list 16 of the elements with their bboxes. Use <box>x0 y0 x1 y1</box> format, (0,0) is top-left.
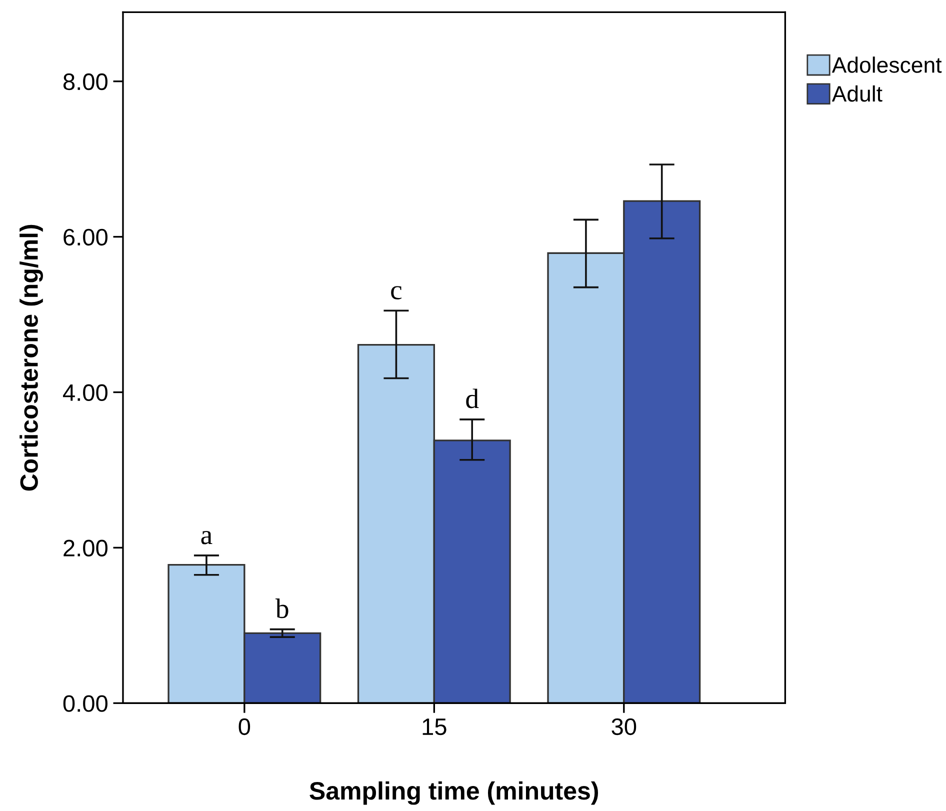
x-tick-label: 15 <box>422 718 446 736</box>
y-tick-label: 2.00 <box>64 540 108 556</box>
x-axis-title: Sampling time (minutes) <box>310 781 598 805</box>
y-tick-label: 0.00 <box>63 695 108 712</box>
x-tick-label: 30 <box>612 718 636 736</box>
y-tick-label: 6.00 <box>64 228 108 246</box>
annotation: a <box>201 530 212 544</box>
legend-label: Adult <box>832 85 882 102</box>
annotation: b <box>275 598 288 618</box>
y-tick-label: 8.00 <box>63 73 108 90</box>
annotation: d <box>466 388 479 408</box>
annotation: c <box>391 286 402 300</box>
y-tick-label: 4.00 <box>62 384 108 402</box>
y-axis-title: Corticosterone (ng/ml) <box>20 224 44 491</box>
x-tick-label: 0 <box>238 718 250 736</box>
legend-label: Adolescent <box>832 56 942 73</box>
